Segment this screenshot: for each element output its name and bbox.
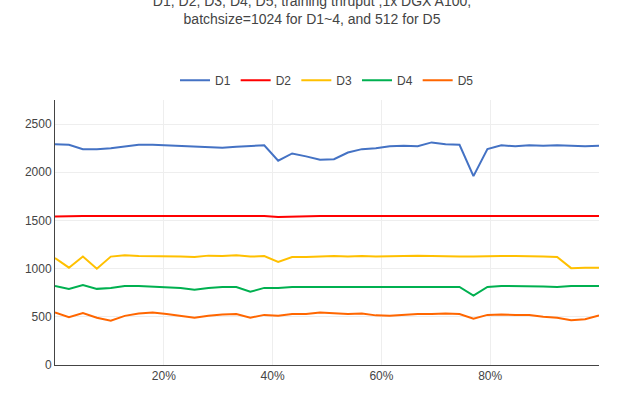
svg-text:D2: D2 xyxy=(276,74,292,88)
svg-text:60%: 60% xyxy=(369,369,393,383)
svg-text:0: 0 xyxy=(45,358,52,372)
svg-text:2000: 2000 xyxy=(25,165,52,179)
svg-text:D5: D5 xyxy=(458,74,474,88)
svg-text:D1: D1 xyxy=(215,74,231,88)
svg-text:20%: 20% xyxy=(152,369,176,383)
svg-text:500: 500 xyxy=(32,310,52,324)
svg-text:1500: 1500 xyxy=(25,214,52,228)
svg-text:D1, D2, D3, D4, D5, training t: D1, D2, D3, D4, D5, training thruput ,1x… xyxy=(153,0,471,27)
svg-text:D3: D3 xyxy=(336,74,352,88)
svg-text:2500: 2500 xyxy=(25,117,52,131)
svg-text:80%: 80% xyxy=(478,369,502,383)
svg-text:1000: 1000 xyxy=(25,262,52,276)
svg-text:40%: 40% xyxy=(261,369,285,383)
svg-text:D4: D4 xyxy=(397,74,413,88)
